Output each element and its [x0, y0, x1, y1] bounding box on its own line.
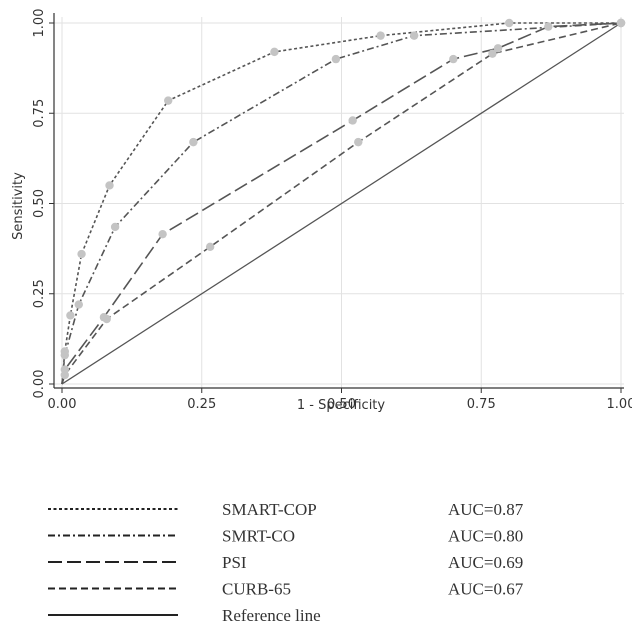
data-point — [66, 311, 75, 320]
axes: 0.00 0.25 0.50 0.75 1.00 0.00 0.25 0.50 0.75 1.00 — [32, 9, 632, 412]
data-point — [74, 300, 83, 309]
legend-auc: AUC=0.80 — [448, 527, 523, 546]
x-tick-label: 0.75 — [467, 397, 496, 412]
data-point — [505, 18, 514, 28]
data-point — [77, 249, 86, 259]
x-tick-label: 0.50 — [327, 397, 356, 412]
data-point — [616, 18, 626, 28]
series-points — [60, 18, 626, 380]
legend-label: CURB-65 — [222, 580, 291, 599]
data-point — [376, 31, 385, 40]
legend-label: SMART-COP — [222, 500, 317, 519]
legend-label: PSI — [222, 553, 247, 572]
y-tick-label: 0.75 — [32, 99, 47, 128]
series-line-smart-cop — [61, 22, 621, 385]
x-tick-label: 0.00 — [48, 397, 77, 412]
data-point — [189, 137, 198, 147]
data-point — [331, 54, 341, 64]
x-tick-label: 0.25 — [187, 397, 216, 412]
y-tick-label: 0.50 — [32, 189, 47, 218]
data-point — [493, 44, 503, 53]
legend-label: SMRT-CO — [222, 527, 295, 546]
data-point — [205, 242, 215, 252]
legend-auc: AUC=0.67 — [448, 580, 524, 599]
series-line-smrt-co — [61, 22, 622, 385]
y-tick-label: 0.00 — [32, 370, 47, 399]
y-tick-label: 1.00 — [32, 9, 47, 38]
legend-label: Reference line — [222, 606, 321, 625]
data-point — [544, 22, 553, 31]
data-point — [354, 137, 363, 147]
data-point — [102, 314, 111, 324]
legend-auc: AUC=0.87 — [448, 500, 524, 519]
series-line-reference-line — [61, 22, 622, 385]
data-point — [110, 222, 120, 232]
data-point — [164, 96, 173, 105]
data-point — [60, 350, 69, 360]
grid — [54, 17, 624, 388]
data-point — [105, 181, 114, 190]
data-point — [409, 31, 419, 40]
data-point — [60, 370, 69, 380]
legend: SMART-COP AUC=0.87 SMRT-CO AUC=0.80 PSI AUC=0… — [48, 500, 524, 625]
data-point — [158, 229, 167, 239]
data-point — [348, 116, 357, 125]
x-tick-label: 1.00 — [607, 397, 632, 412]
legend-auc: AUC=0.69 — [448, 553, 523, 572]
y-tick-label: 0.25 — [32, 279, 47, 308]
x-axis-title: 1 - Specificity — [297, 398, 386, 413]
data-point — [488, 49, 497, 58]
data-point — [449, 54, 458, 64]
y-axis-title: Sensitivity — [11, 172, 26, 240]
data-point — [270, 47, 279, 57]
